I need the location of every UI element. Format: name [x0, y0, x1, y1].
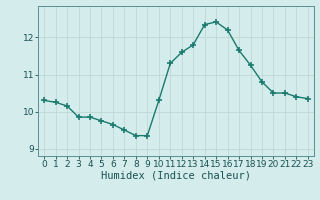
X-axis label: Humidex (Indice chaleur): Humidex (Indice chaleur) — [101, 171, 251, 181]
